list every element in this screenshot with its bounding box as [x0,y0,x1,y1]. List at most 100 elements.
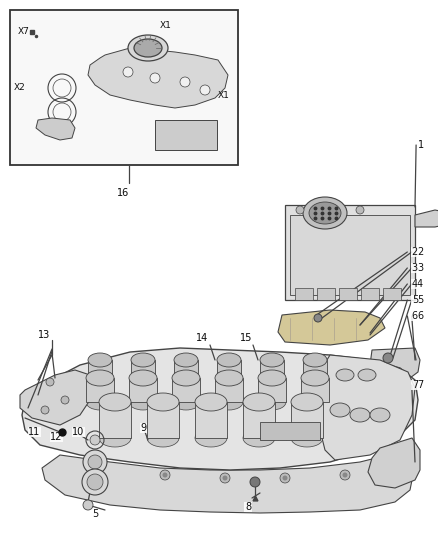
Ellipse shape [88,371,112,385]
Ellipse shape [217,371,241,385]
Ellipse shape [128,35,168,61]
Ellipse shape [195,429,227,447]
Bar [174,360,198,378]
Ellipse shape [86,394,114,410]
Ellipse shape [129,370,157,386]
Circle shape [296,206,304,214]
Ellipse shape [303,371,327,385]
Circle shape [280,473,290,483]
Text: 6: 6 [417,311,423,321]
Bar [339,288,357,300]
Text: 2: 2 [412,247,418,257]
Text: 11: 11 [28,427,40,437]
Ellipse shape [336,369,354,381]
Bar [291,402,323,438]
Ellipse shape [88,353,112,367]
Polygon shape [278,310,385,345]
Polygon shape [20,370,90,425]
Text: 16: 16 [117,188,130,198]
Ellipse shape [172,370,200,386]
Bar [303,360,327,378]
Ellipse shape [258,370,286,386]
Bar [129,378,157,402]
Text: 14: 14 [196,333,208,343]
Circle shape [150,73,160,83]
Circle shape [283,475,287,481]
Circle shape [41,406,49,414]
Circle shape [123,67,133,77]
Text: 1: 1 [418,140,424,150]
Text: 10: 10 [72,427,84,437]
Bar [383,288,401,300]
Ellipse shape [301,394,329,410]
Polygon shape [368,438,420,488]
Text: 2: 2 [417,247,423,257]
Text: 7: 7 [412,380,418,390]
Polygon shape [415,210,438,227]
Circle shape [87,474,103,490]
Circle shape [88,455,102,469]
Text: 14: 14 [196,333,208,343]
Ellipse shape [243,429,275,447]
Text: X2: X2 [14,84,26,93]
Ellipse shape [86,370,114,386]
Text: X1: X1 [218,91,230,100]
Circle shape [82,469,108,495]
Ellipse shape [217,353,241,367]
Ellipse shape [195,393,227,411]
Text: 3: 3 [412,263,418,273]
Text: 15: 15 [240,333,252,343]
Text: 15: 15 [240,333,252,343]
Text: 8: 8 [245,502,251,512]
Bar [260,422,320,440]
Bar [243,402,275,438]
Text: 5: 5 [92,509,98,519]
Text: 12: 12 [50,432,62,442]
Bar [295,288,313,300]
Bar [10,10,238,165]
Bar [195,402,227,438]
Text: 16: 16 [117,188,130,198]
Circle shape [200,85,210,95]
Text: 1: 1 [418,140,424,150]
Text: 5: 5 [417,295,423,305]
Text: 4: 4 [412,279,418,289]
Polygon shape [36,118,75,140]
Ellipse shape [131,353,155,367]
Circle shape [160,470,170,480]
Ellipse shape [147,429,179,447]
Polygon shape [88,48,228,108]
Ellipse shape [303,197,347,229]
Text: 5: 5 [412,295,418,305]
Circle shape [250,477,260,487]
Polygon shape [315,355,415,460]
Bar [290,215,410,295]
Ellipse shape [131,371,155,385]
Text: 3: 3 [417,263,423,273]
Bar [131,360,155,378]
Circle shape [220,473,230,483]
Circle shape [383,353,393,363]
Ellipse shape [129,394,157,410]
Ellipse shape [174,353,198,367]
Polygon shape [370,348,420,380]
Circle shape [343,472,347,478]
Ellipse shape [260,371,284,385]
Ellipse shape [258,394,286,410]
Bar [86,378,114,402]
Ellipse shape [301,370,329,386]
Ellipse shape [243,393,275,411]
Circle shape [223,475,227,481]
Text: 4: 4 [417,279,423,289]
Bar [260,360,284,378]
Ellipse shape [174,371,198,385]
Bar [155,120,217,150]
Text: 12: 12 [50,432,62,442]
Text: 13: 13 [38,330,50,340]
Text: 9: 9 [140,423,146,433]
Ellipse shape [215,394,243,410]
Ellipse shape [291,393,323,411]
Circle shape [90,435,100,445]
Ellipse shape [99,393,131,411]
Bar [285,205,415,300]
